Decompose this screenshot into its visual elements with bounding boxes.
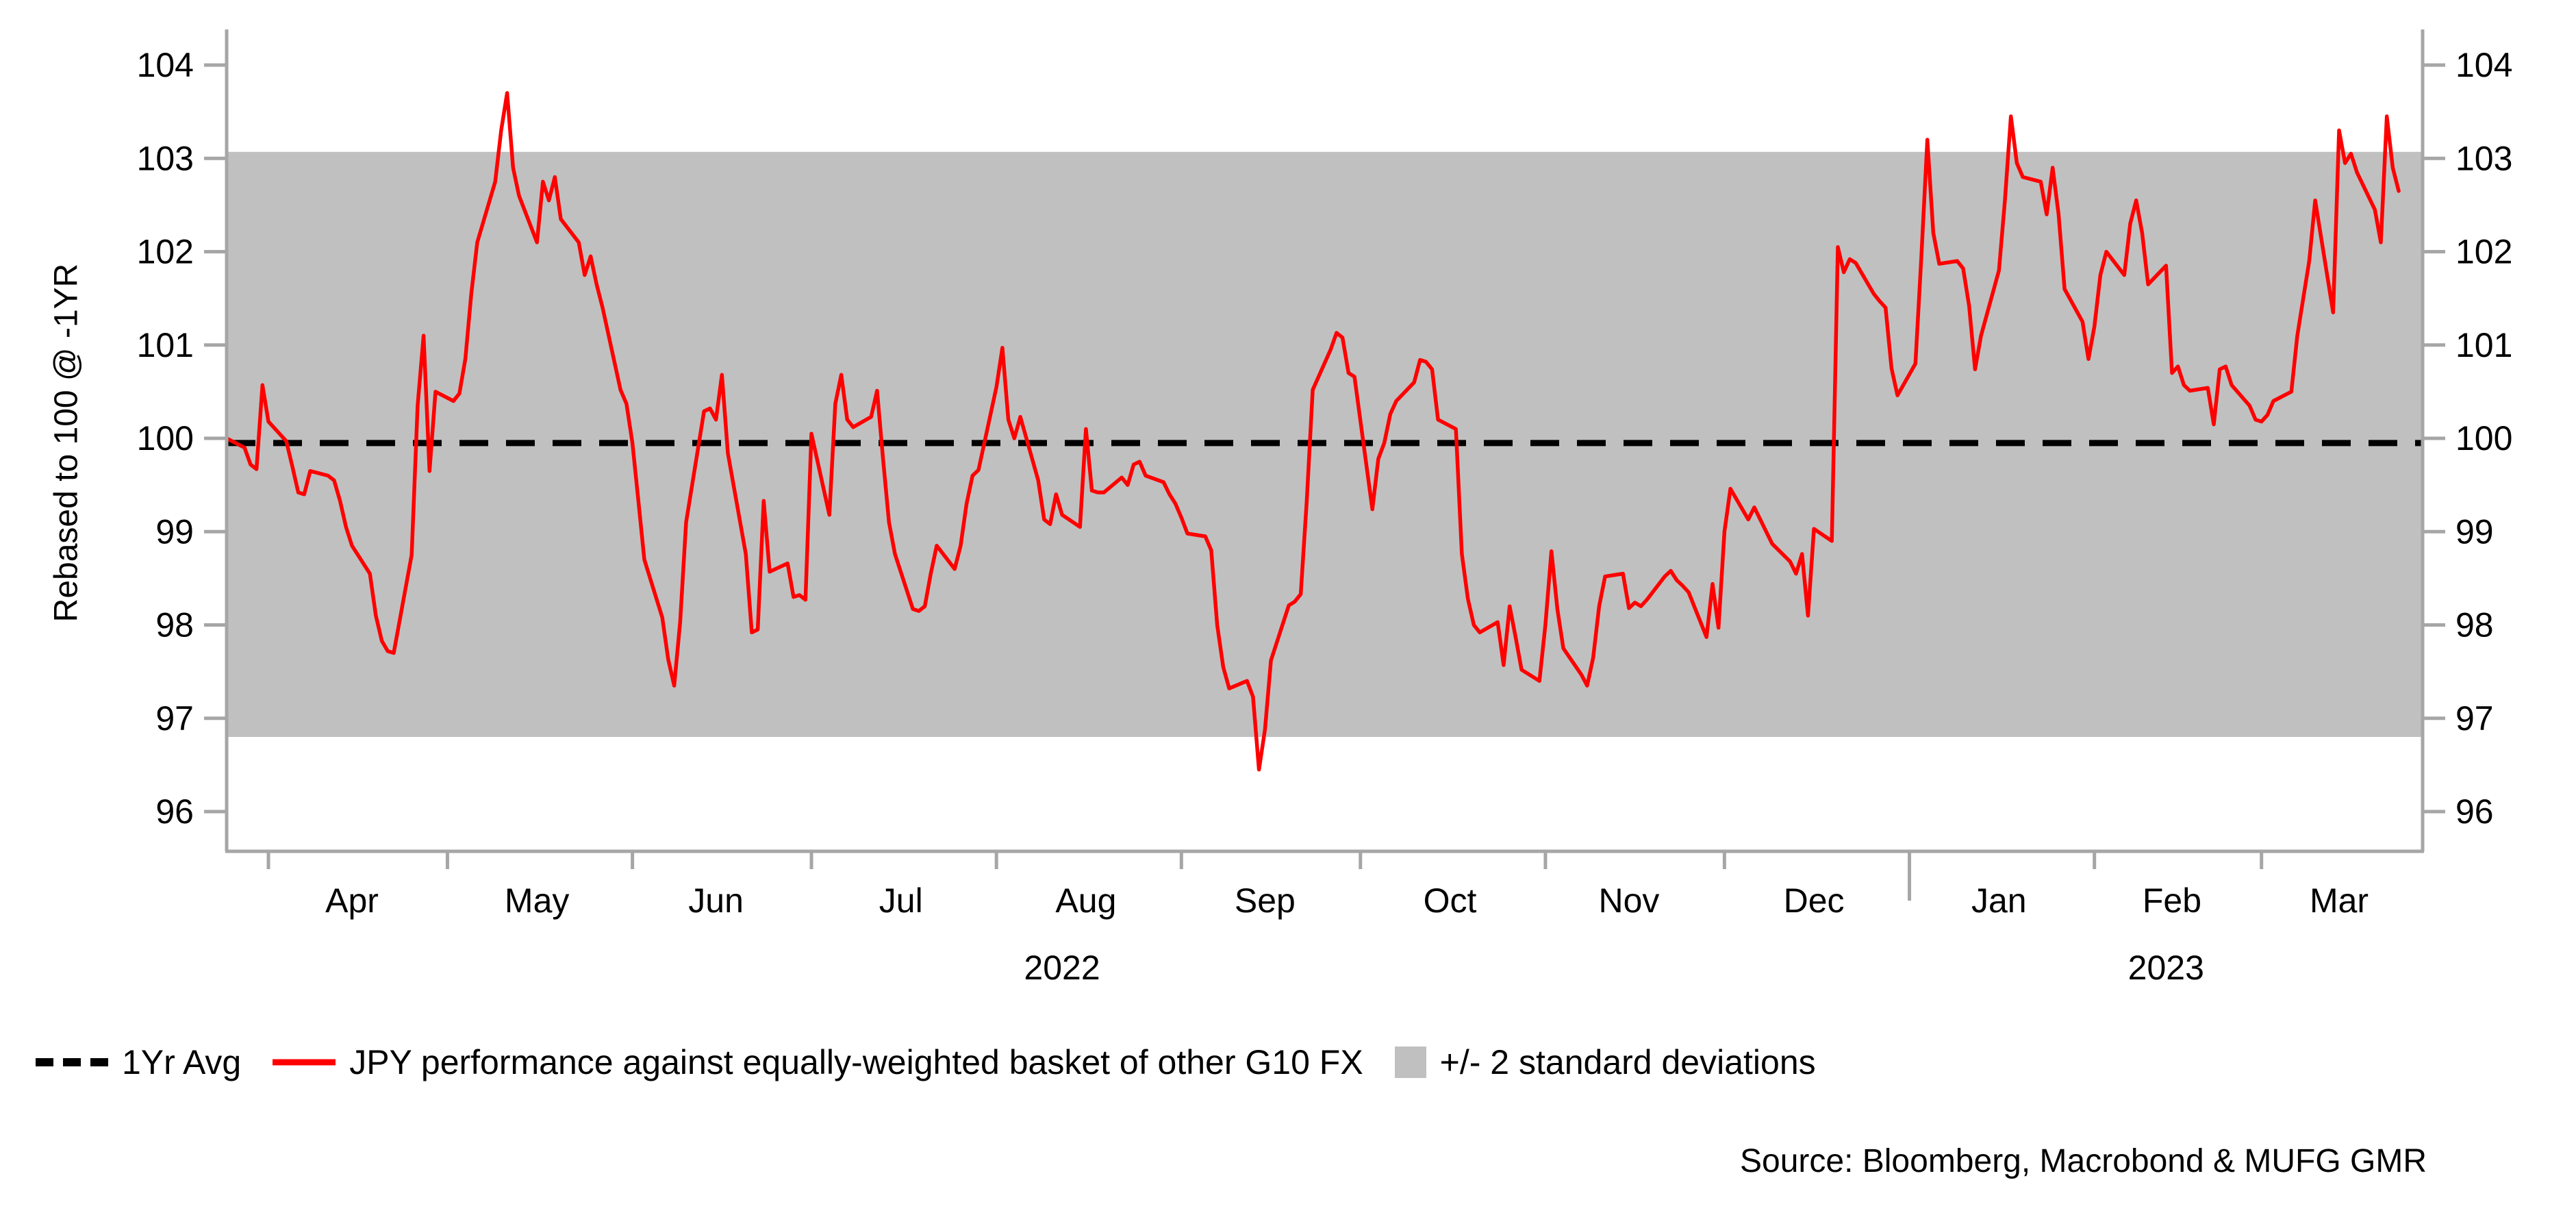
x-month-label: Feb <box>2143 881 2201 920</box>
legend-item-1yr-avg: 1Yr Avg <box>36 1042 241 1082</box>
y-axis-title: Rebased to 100 @ -1YR <box>48 263 85 623</box>
source-note: Source: Bloomberg, Macrobond & MUFG GMR <box>1739 1143 2427 1179</box>
y-tick-label-left: 98 <box>155 606 194 644</box>
y-tick-label-left: 104 <box>137 46 194 84</box>
jpy-series-line <box>225 91 2401 772</box>
legend-item-std-band: +/- 2 standard deviations <box>1394 1042 1816 1082</box>
legend-label-jpy: JPY performance against equally-weighted… <box>349 1043 1363 1081</box>
y-tick-label-right: 98 <box>2455 606 2494 644</box>
x-month-label: Jan <box>1971 881 2027 920</box>
x-year-label: 2022 <box>1024 949 1100 987</box>
x-month-label: Oct <box>1424 881 1477 920</box>
y-tick-label-left: 97 <box>155 699 194 738</box>
x-month-label: Aug <box>1055 881 1116 920</box>
y-tick-label-right: 101 <box>2455 326 2512 364</box>
x-month-label: Sep <box>1235 881 1296 920</box>
gray-band-swatch <box>1394 1047 1426 1078</box>
red-line-swatch <box>273 1059 336 1066</box>
y-tick-label-left: 101 <box>137 326 194 364</box>
line-chart-plot: 96 96 97 97 98 98 99 99 100 100 101 101 102 102 103 103… <box>137 29 2512 987</box>
y-tick-label-left: 100 <box>137 419 194 458</box>
x-month-label: Jun <box>688 881 744 920</box>
y-tick-label-right: 97 <box>2455 699 2494 738</box>
x-year-label: 2023 <box>2128 949 2204 987</box>
x-month-label: Mar <box>2310 881 2369 920</box>
legend-label-band: +/- 2 standard deviations <box>1439 1043 1816 1081</box>
y-tick-label-right: 99 <box>2455 512 2494 551</box>
y-tick-label-right: 96 <box>2455 792 2494 831</box>
legend-item-jpy-series: JPY performance against equally-weighted… <box>273 1042 1363 1082</box>
x-month-label: Dec <box>1784 881 1845 920</box>
y-tick-label-left: 99 <box>155 512 194 551</box>
legend: 1Yr Avg JPY performance against equally-… <box>36 1042 1816 1082</box>
y-tick-label-right: 104 <box>2455 46 2512 84</box>
x-month-label: May <box>505 881 569 920</box>
x-month-label: Nov <box>1598 881 1659 920</box>
dashed-line-swatch <box>36 1058 108 1066</box>
y-tick-label-left: 102 <box>137 233 194 271</box>
y-tick-label-left: 96 <box>155 792 194 831</box>
y-tick-label-right: 102 <box>2455 233 2512 271</box>
y-tick-label-left: 103 <box>137 139 194 177</box>
y-tick-label-right: 103 <box>2455 139 2512 177</box>
legend-label-avg: 1Yr Avg <box>122 1043 242 1081</box>
x-month-label: Apr <box>325 881 379 920</box>
y-tick-label-right: 100 <box>2455 419 2512 458</box>
x-month-label: Jul <box>879 881 923 920</box>
